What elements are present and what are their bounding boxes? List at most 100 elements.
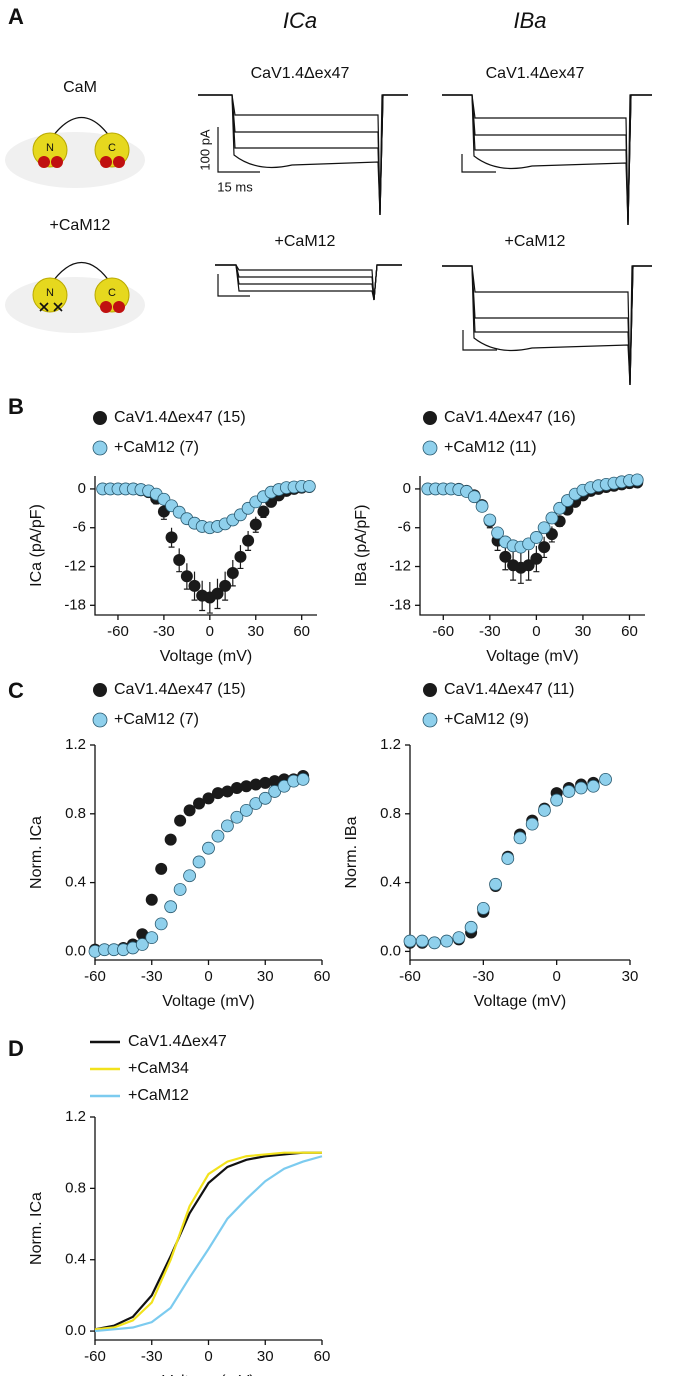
y-tick-label: -18: [389, 596, 411, 613]
column-header: IBa: [513, 8, 546, 33]
scale-bar: [217, 274, 250, 297]
data-point: [553, 501, 567, 515]
data-point: [574, 781, 588, 795]
x-tick-label: 0: [204, 968, 212, 985]
data-point: [545, 511, 559, 525]
panel-label: B: [8, 394, 24, 419]
y-tick-label: 0.0: [65, 1322, 86, 1339]
x-axis-title: Voltage (mV): [474, 993, 566, 1010]
scale-bar: [461, 154, 496, 173]
axis-line: [94, 476, 317, 616]
data-point: [211, 787, 224, 800]
y-tick-label: 0.8: [65, 1179, 86, 1196]
axis-line: [409, 745, 630, 961]
data-point: [173, 554, 186, 567]
x-tick-label: -30: [141, 968, 163, 985]
data-point: [135, 938, 149, 951]
y-tick-label: 0: [78, 480, 86, 497]
axis-line: [94, 1117, 322, 1341]
cartoon-label: +CaM12: [50, 217, 111, 234]
legend-label: +CaM34: [128, 1060, 189, 1077]
x-tick-label: -60: [399, 968, 421, 985]
current-trace: [215, 264, 402, 301]
data-point: [155, 862, 168, 875]
data-point: [202, 841, 215, 855]
x-axis-title: Voltage (mV): [162, 1373, 254, 1376]
legend-label: +CaM12 (9): [444, 711, 529, 728]
data-point: [464, 920, 478, 934]
data-point: [221, 819, 234, 833]
data-point: [538, 541, 551, 554]
y-tick-label: -12: [389, 557, 411, 574]
panel-label: C: [8, 678, 24, 703]
data-point: [491, 526, 504, 540]
legend-label: CaV1.4Δex47 (16): [444, 409, 576, 426]
x-tick-label: 30: [257, 968, 274, 985]
current-trace: [198, 94, 408, 216]
data-point: [211, 587, 224, 600]
data-point: [537, 521, 551, 535]
x-tick-label: 60: [314, 968, 331, 985]
x-tick-label: 0: [206, 623, 214, 640]
chart: -60 -30 0 30 60 0 -6 -12 -18 Voltage (mV) IBa (pA/…: [353, 409, 645, 665]
x-tick-label: 30: [247, 623, 264, 640]
chart: -60 -30 0 30 0.0 0.4 0.8 1.2 Voltage (mV) Norm. I…: [343, 681, 638, 1010]
scale-bar: [217, 127, 260, 173]
data-point: [180, 570, 193, 583]
y-axis-title: Norm. ICa: [28, 1192, 45, 1265]
data-point: [550, 793, 564, 807]
data-point: [234, 550, 247, 563]
data-point: [183, 804, 196, 817]
data-point: [226, 566, 239, 579]
data-point: [258, 791, 272, 805]
y-tick-label: 0.0: [380, 942, 401, 959]
data-point: [529, 531, 543, 544]
data-point: [221, 785, 234, 798]
data-point: [202, 792, 215, 805]
data-point: [145, 931, 159, 945]
y-tick-label: 0.4: [380, 874, 401, 891]
data-point: [174, 814, 187, 827]
data-point: [562, 785, 576, 798]
data-point: [476, 902, 490, 915]
x-tick-label: -60: [84, 1348, 106, 1365]
legend-label: +CaM12 (7): [114, 439, 199, 456]
trace-title: +CaM12: [505, 233, 566, 250]
data-point: [249, 518, 262, 531]
current-trace: [442, 94, 652, 226]
x-axis-title: Voltage (mV): [162, 993, 254, 1010]
x-axis-title: Voltage (mV): [160, 648, 252, 665]
data-point: [219, 579, 232, 592]
lobe-label: C: [108, 142, 116, 154]
x-tick-label: 60: [314, 1348, 331, 1365]
data-point: [501, 852, 515, 865]
lobe-label: N: [46, 287, 54, 299]
legend-label: CaV1.4Δex47 (15): [114, 681, 246, 698]
current-trace: [442, 265, 652, 386]
data-point: [230, 782, 243, 794]
data-point: [165, 531, 178, 544]
data-point: [188, 579, 201, 592]
cartoon-label: CaM: [63, 79, 97, 96]
legend-label: +CaM12 (7): [114, 711, 199, 728]
legend-marker: [93, 683, 107, 697]
x-tick-label: 30: [257, 1348, 274, 1365]
data-point: [302, 479, 316, 493]
x-tick-label: -30: [141, 1348, 163, 1365]
data-point: [211, 829, 225, 843]
x-tick-label: 30: [622, 968, 639, 985]
data-point: [164, 900, 178, 914]
data-point: [599, 773, 612, 786]
x-tick-label: -30: [479, 623, 501, 640]
data-point: [242, 534, 255, 547]
current-trace: [198, 94, 408, 216]
data-point: [513, 831, 527, 845]
current-trace: [198, 94, 408, 216]
data-point: [296, 773, 310, 786]
trace-title: CaV1.4Δex47: [486, 65, 585, 82]
data-point: [452, 931, 466, 945]
y-tick-label: 0.8: [65, 805, 86, 822]
data-point: [489, 877, 502, 891]
trace-title: +CaM12: [275, 233, 336, 250]
